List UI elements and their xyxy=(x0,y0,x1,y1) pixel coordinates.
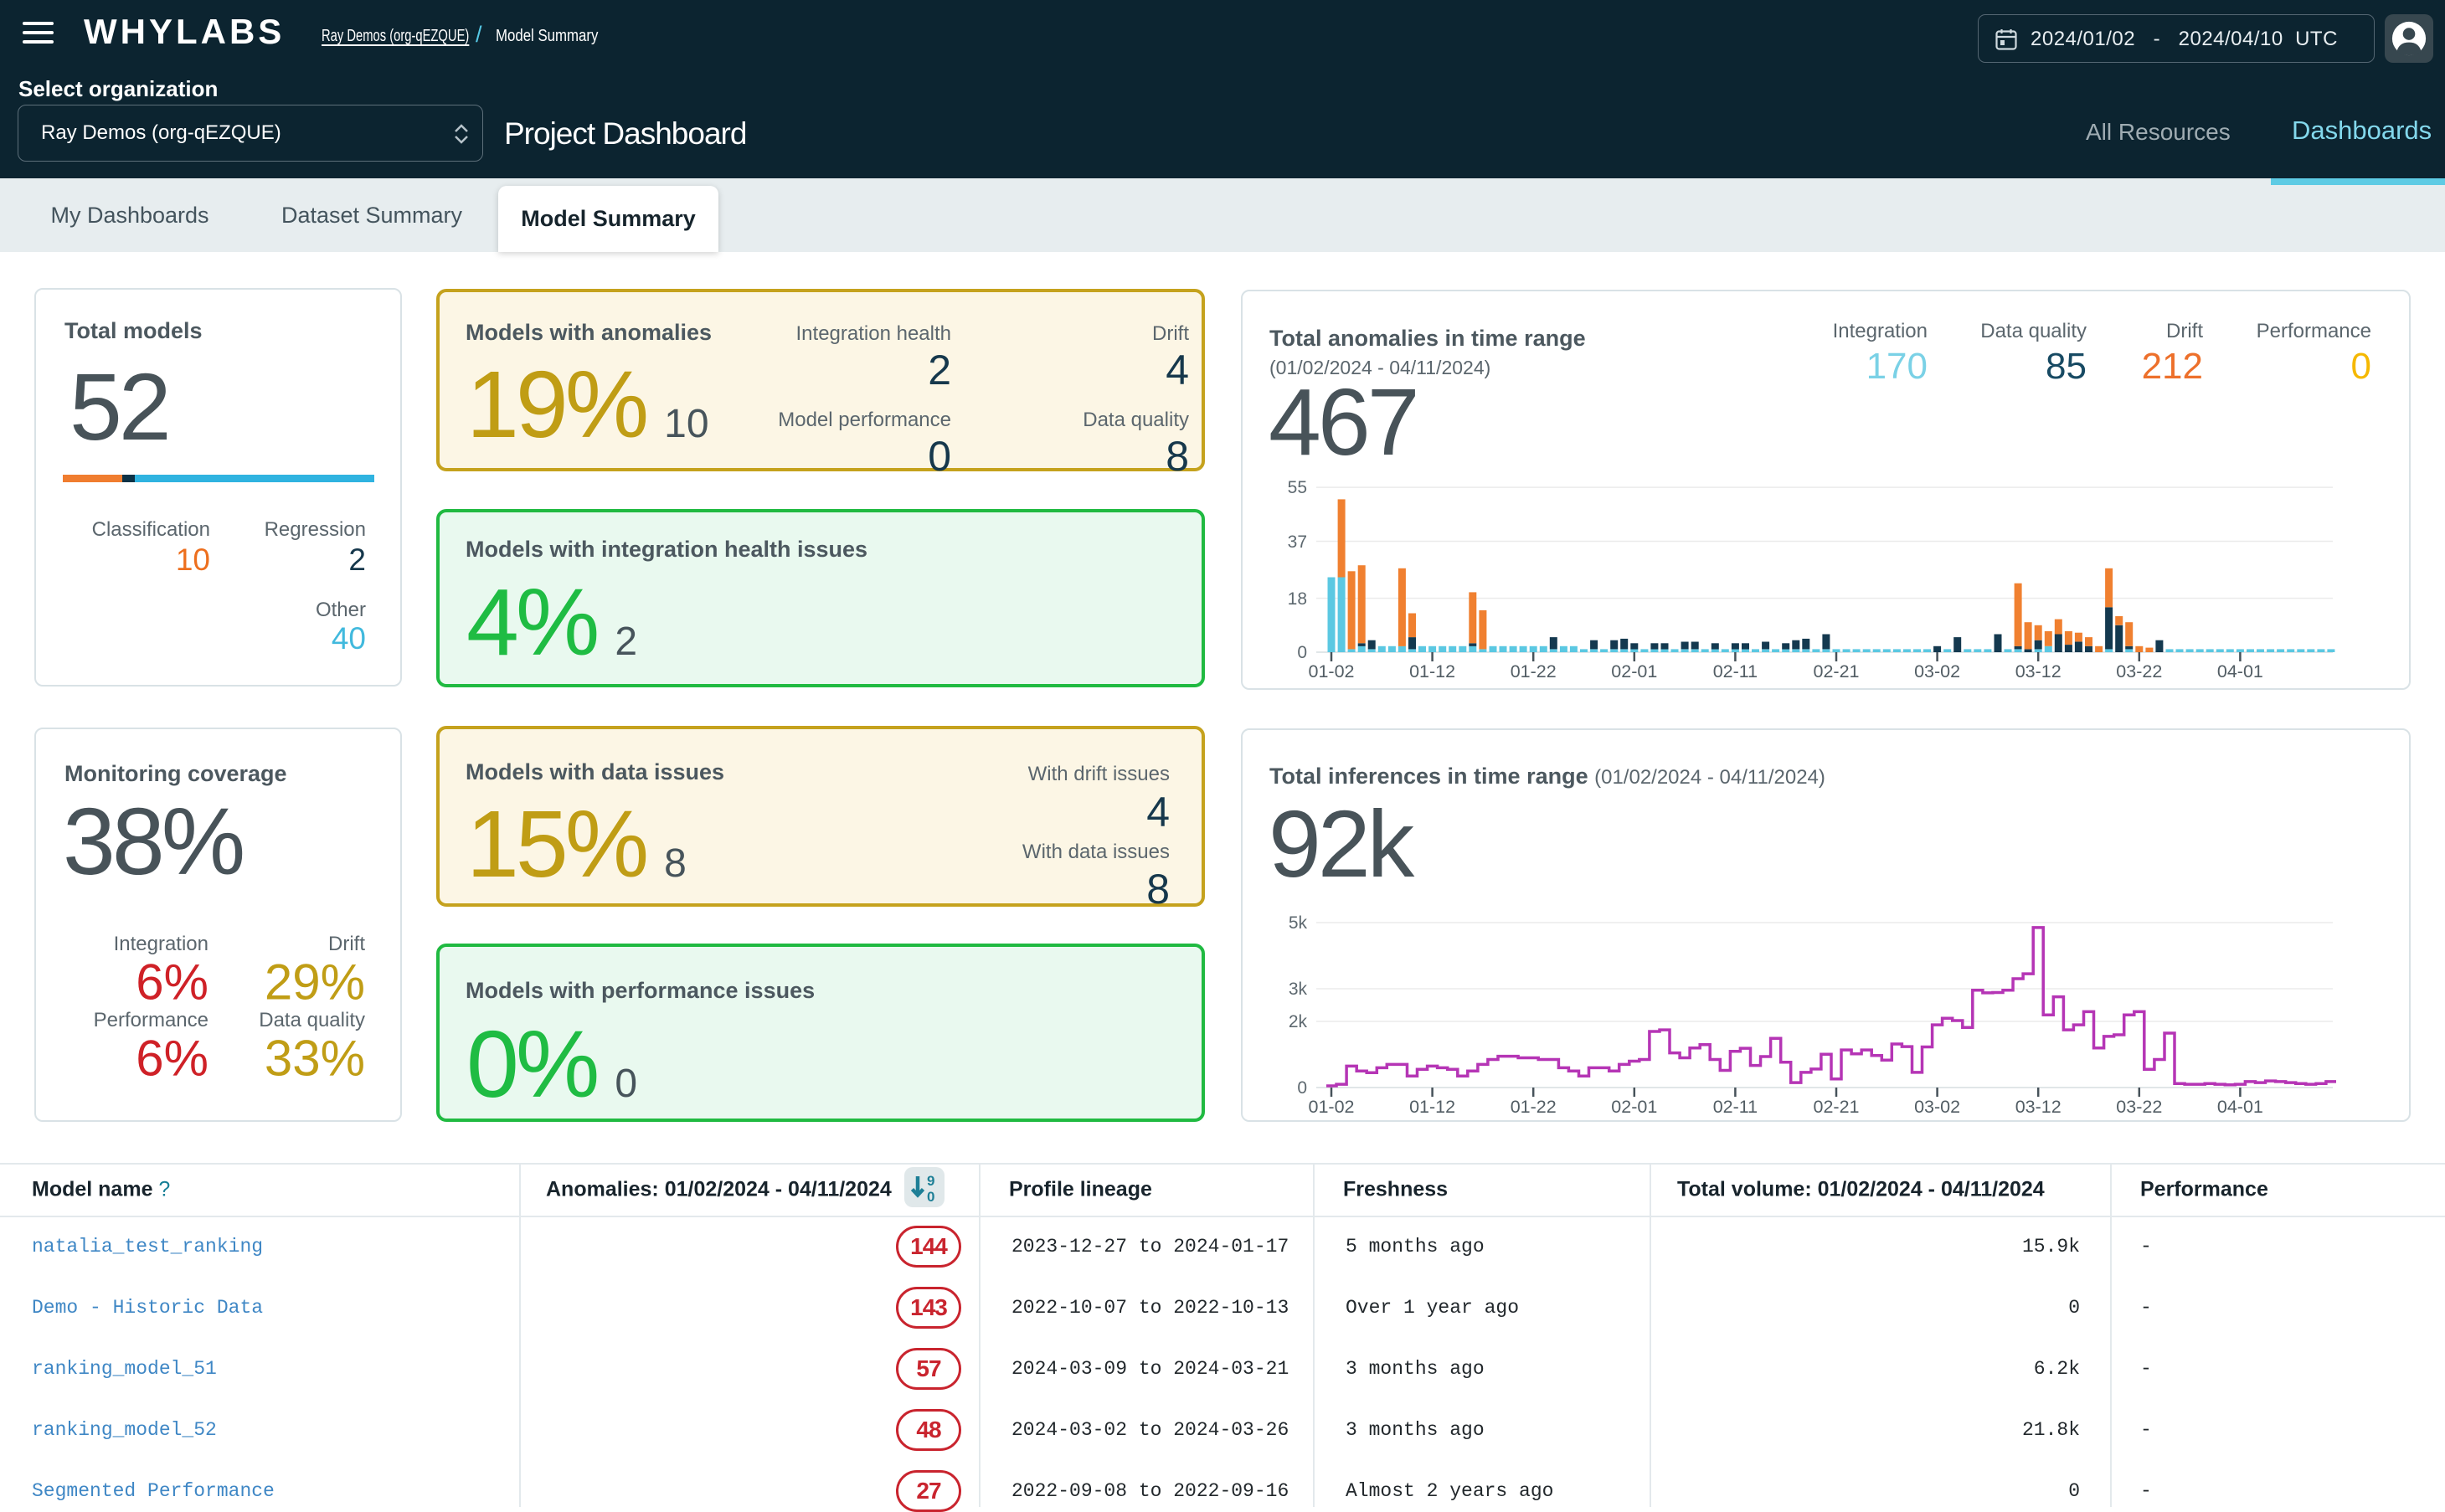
svg-text:18: 18 xyxy=(1288,589,1307,609)
svg-text:0: 0 xyxy=(1297,643,1307,662)
svg-text:0: 0 xyxy=(1297,1078,1307,1098)
svg-text:01-22: 01-22 xyxy=(1511,661,1557,681)
svg-text:02-11: 02-11 xyxy=(1713,661,1758,681)
svg-text:03-22: 03-22 xyxy=(2116,661,2162,681)
svg-text:03-22: 03-22 xyxy=(2116,1097,2162,1117)
svg-text:3k: 3k xyxy=(1289,980,1308,999)
svg-text:01-22: 01-22 xyxy=(1511,1097,1557,1117)
svg-text:02-21: 02-21 xyxy=(1814,1097,1860,1117)
svg-text:0: 0 xyxy=(927,1189,934,1205)
svg-text:01-02: 01-02 xyxy=(1309,661,1355,681)
svg-text:02-01: 02-01 xyxy=(1611,661,1657,681)
svg-text:04-01: 04-01 xyxy=(2217,1097,2263,1117)
svg-text:37: 37 xyxy=(1288,532,1307,552)
svg-text:03-12: 03-12 xyxy=(2015,661,2062,681)
svg-text:02-01: 02-01 xyxy=(1611,1097,1657,1117)
svg-text:02-21: 02-21 xyxy=(1814,661,1860,681)
svg-text:01-12: 01-12 xyxy=(1409,1097,1455,1117)
svg-text:03-02: 03-02 xyxy=(1914,661,1960,681)
svg-text:01-02: 01-02 xyxy=(1309,1097,1355,1117)
svg-text:03-02: 03-02 xyxy=(1914,1097,1960,1117)
svg-text:01-12: 01-12 xyxy=(1409,661,1455,681)
svg-text:04-01: 04-01 xyxy=(2217,661,2263,681)
svg-text:2k: 2k xyxy=(1289,1012,1308,1031)
svg-text:02-11: 02-11 xyxy=(1713,1097,1758,1117)
svg-text:55: 55 xyxy=(1288,478,1307,497)
svg-text:9: 9 xyxy=(927,1173,934,1189)
svg-text:5k: 5k xyxy=(1289,913,1308,933)
svg-text:03-12: 03-12 xyxy=(2015,1097,2062,1117)
